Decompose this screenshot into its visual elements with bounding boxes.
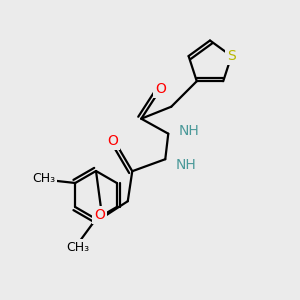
Text: O: O [107,134,118,148]
Text: CH₃: CH₃ [66,241,90,254]
Text: S: S [227,49,236,63]
Text: O: O [155,82,166,96]
Text: NH: NH [176,158,196,172]
Text: NH: NH [179,124,200,138]
Text: O: O [94,208,105,222]
Text: CH₃: CH₃ [32,172,55,185]
